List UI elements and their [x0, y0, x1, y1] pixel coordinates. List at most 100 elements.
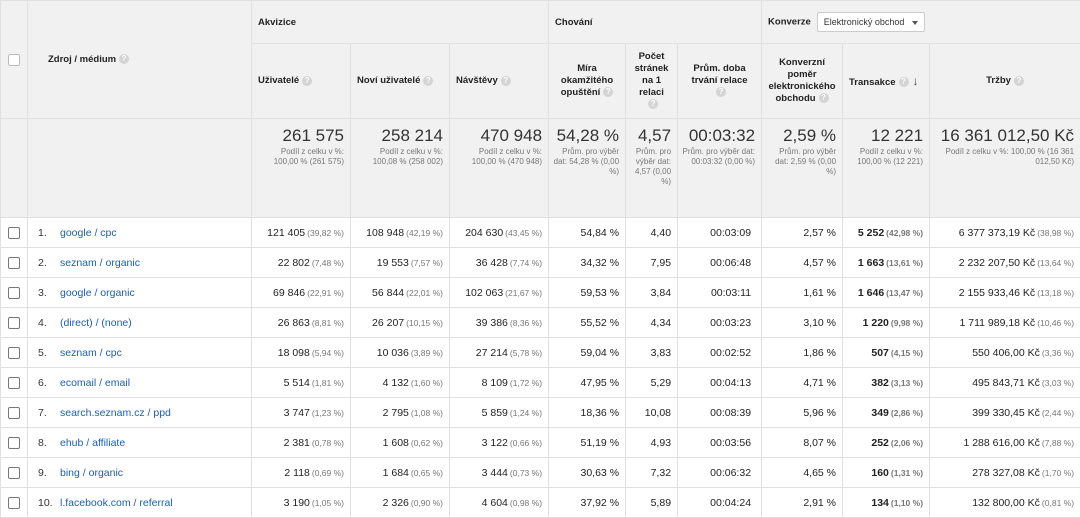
revenue-cell: 399 330,45 Kč(2,44 %) — [930, 398, 1080, 428]
pages-cell: 10,08 — [626, 398, 678, 428]
conv-rate-cell: 2,57 % — [762, 218, 843, 248]
transactions-cell: 1 220(9,98 %) — [843, 308, 930, 338]
users-cell: 69 846(22,91 %) — [252, 278, 351, 308]
sort-down-icon[interactable]: ↓ — [913, 74, 919, 88]
pages-cell: 7,95 — [626, 248, 678, 278]
duration-cell: 00:03:56 — [678, 428, 762, 458]
row-checkbox[interactable] — [8, 257, 20, 269]
duration-cell: 00:03:09 — [678, 218, 762, 248]
group-behavior: Chování — [549, 1, 762, 44]
new-users-cell: 56 844(22,01 %) — [351, 278, 450, 308]
row-checkbox[interactable] — [8, 467, 20, 479]
users-cell: 3 747(1,23 %) — [252, 398, 351, 428]
sessions-header[interactable]: Návštěvy? — [450, 44, 549, 119]
source-link[interactable]: ehub / affiliate — [60, 437, 125, 449]
revenue-cell: 6 377 373,19 Kč(38,98 %) — [930, 218, 1080, 248]
help-icon[interactable]: ? — [302, 76, 312, 86]
row-checkbox[interactable] — [8, 497, 20, 509]
users-cell: 3 190(1,05 %) — [252, 488, 351, 518]
help-icon[interactable]: ? — [819, 93, 829, 103]
revenue-cell: 1 711 989,18 Kč(10,46 %) — [930, 308, 1080, 338]
total-bounce: 54,28 %Prům. pro výběr dat: 54,28 % (0,0… — [549, 119, 626, 218]
bounce-cell: 55,52 % — [549, 308, 626, 338]
source-link[interactable]: l.facebook.com / referral — [60, 497, 173, 509]
sessions-cell: 39 386(8,36 %) — [450, 308, 549, 338]
bounce-cell: 30,63 % — [549, 458, 626, 488]
revenue-cell: 132 800,00 Kč(0,81 %) — [930, 488, 1080, 518]
new-users-header[interactable]: Noví uživatelé? — [351, 44, 450, 119]
revenue-cell: 278 327,08 Kč(1,70 %) — [930, 458, 1080, 488]
help-icon[interactable]: ? — [648, 99, 658, 109]
source-medium-header[interactable]: Zdroj / médium? — [28, 1, 252, 119]
source-link[interactable]: google / organic — [60, 287, 135, 299]
bounce-header[interactable]: Míra okamžitého opuštění? — [549, 44, 626, 119]
row-checkbox[interactable] — [8, 407, 20, 419]
users-header[interactable]: Uživatelé? — [252, 44, 351, 119]
conv-rate-cell: 2,91 % — [762, 488, 843, 518]
conv-rate-header[interactable]: Konverzní poměr elektronického obchodu? — [762, 44, 843, 119]
transactions-cell: 382(3,13 %) — [843, 368, 930, 398]
help-icon[interactable]: ? — [603, 87, 613, 97]
select-all-checkbox[interactable] — [8, 54, 20, 66]
group-acquisition: Akvizice — [252, 1, 549, 44]
bounce-cell: 59,53 % — [549, 278, 626, 308]
source-link[interactable]: seznam / organic — [60, 257, 140, 269]
help-icon[interactable]: ? — [423, 76, 433, 86]
row-checkbox[interactable] — [8, 377, 20, 389]
new-users-cell: 2 795(1,08 %) — [351, 398, 450, 428]
sessions-cell: 8 109(1,72 %) — [450, 368, 549, 398]
source-link[interactable]: search.seznam.cz / ppd — [60, 407, 171, 419]
sessions-cell: 3 122(0,66 %) — [450, 428, 549, 458]
pages-cell: 7,32 — [626, 458, 678, 488]
pages-header[interactable]: Počet stránek na 1 relaci? — [626, 44, 678, 119]
table-row: 3.google / organic 69 846(22,91 %) 56 84… — [1, 278, 1080, 308]
row-checkbox[interactable] — [8, 227, 20, 239]
transactions-cell: 1 663(13,61 %) — [843, 248, 930, 278]
users-cell: 5 514(1,81 %) — [252, 368, 351, 398]
new-users-cell: 19 553(7,57 %) — [351, 248, 450, 278]
duration-cell: 00:04:24 — [678, 488, 762, 518]
transactions-cell: 160(1,31 %) — [843, 458, 930, 488]
total-conv-rate: 2,59 %Prům. pro výběr dat: 2,59 % (0,00 … — [762, 119, 843, 218]
pages-cell: 4,40 — [626, 218, 678, 248]
help-icon[interactable]: ? — [716, 87, 726, 97]
source-link[interactable]: seznam / cpc — [60, 347, 122, 359]
sessions-cell: 27 214(5,78 %) — [450, 338, 549, 368]
help-icon[interactable]: ? — [899, 77, 909, 87]
table-row: 9.bing / organic 2 118(0,69 %) 1 684(0,6… — [1, 458, 1080, 488]
revenue-cell: 1 288 616,00 Kč(7,88 %) — [930, 428, 1080, 458]
conversion-select[interactable]: Elektronický obchod — [817, 12, 926, 32]
new-users-cell: 4 132(1,60 %) — [351, 368, 450, 398]
source-link[interactable]: google / cpc — [60, 227, 117, 239]
row-checkbox[interactable] — [8, 437, 20, 449]
row-index: 2. — [38, 257, 60, 269]
revenue-header[interactable]: Tržby? — [930, 44, 1080, 119]
help-icon[interactable]: ? — [119, 54, 129, 64]
users-cell: 121 405(39,82 %) — [252, 218, 351, 248]
source-link[interactable]: ecomail / email — [60, 377, 130, 389]
conv-rate-cell: 4,65 % — [762, 458, 843, 488]
users-cell: 18 098(5,94 %) — [252, 338, 351, 368]
help-icon[interactable]: ? — [1014, 76, 1024, 86]
revenue-cell: 550 406,00 Kč(3,36 %) — [930, 338, 1080, 368]
help-icon[interactable]: ? — [501, 76, 511, 86]
row-checkbox[interactable] — [8, 347, 20, 359]
bounce-cell: 59,04 % — [549, 338, 626, 368]
row-checkbox[interactable] — [8, 317, 20, 329]
conv-rate-cell: 5,96 % — [762, 398, 843, 428]
table-row: 5.seznam / cpc 18 098(5,94 %) 10 036(3,8… — [1, 338, 1080, 368]
table-row: 6.ecomail / email 5 514(1,81 %) 4 132(1,… — [1, 368, 1080, 398]
row-checkbox[interactable] — [8, 287, 20, 299]
sessions-cell: 102 063(21,67 %) — [450, 278, 549, 308]
source-link[interactable]: bing / organic — [60, 467, 123, 479]
duration-header[interactable]: Prům. doba trvání relace? — [678, 44, 762, 119]
bounce-cell: 47,95 % — [549, 368, 626, 398]
transactions-cell: 1 646(13,47 %) — [843, 278, 930, 308]
transactions-header[interactable]: Transakce?↓ — [843, 44, 930, 119]
source-link[interactable]: (direct) / (none) — [60, 317, 132, 329]
conv-rate-cell: 4,57 % — [762, 248, 843, 278]
